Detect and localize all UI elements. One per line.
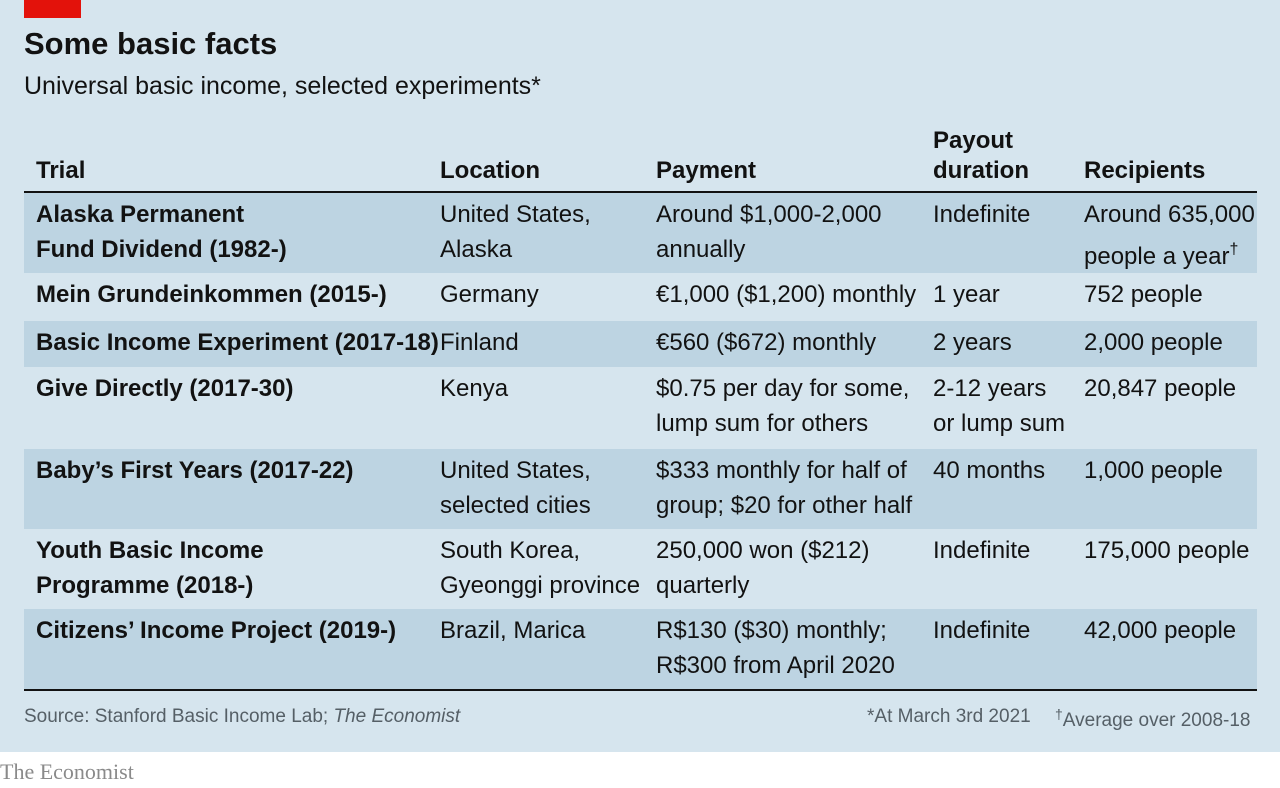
cell-recipients: 20,847 people — [1084, 371, 1236, 406]
table-row: Baby’s First Years (2017-22) United State… — [24, 449, 1257, 529]
dagger-mark: † — [1229, 241, 1239, 258]
chart-panel: Some basic facts Universal basic income,… — [0, 0, 1280, 752]
cell-location: United States, selected cities — [440, 453, 591, 523]
cell-recipients-text: 175,000 people — [1084, 537, 1250, 564]
cell-payment: 250,000 won ($212) quarterly — [656, 533, 870, 603]
cell-recipients-text: 1,000 people — [1084, 457, 1223, 484]
footnote-date: *At March 3rd 2021 — [867, 706, 1031, 727]
cell-payment-text: Around $1,000-2,000 annually — [656, 201, 882, 263]
column-header-payout-duration: Payout duration — [933, 127, 1029, 184]
cell-duration: Indefinite — [933, 533, 1030, 568]
cell-location-text: United States, Alaska — [440, 201, 591, 263]
cell-payment-text: €1,000 ($1,200) monthly — [656, 281, 917, 308]
cell-recipients-text: 42,000 people — [1084, 617, 1237, 644]
cell-duration-text: Indefinite — [933, 617, 1031, 644]
source-note: Source: Stanford Basic Income Lab; The E… — [24, 706, 460, 728]
source-text: Source: Stanford Basic Income Lab; — [24, 706, 334, 727]
cell-trial-text: Mein Grundeinkommen (2015-) — [36, 281, 387, 308]
cell-duration-text: Indefinite — [933, 537, 1031, 564]
economist-logo-text: The Economist — [0, 759, 134, 784]
cell-trial-text: Youth Basic Income Programme (2018-) — [36, 537, 264, 599]
cell-trial-text: Baby’s First Years (2017-22) — [36, 457, 354, 484]
cell-duration-text: 2-12 years or lump sum — [933, 375, 1066, 437]
cell-recipients: 1,000 people — [1084, 453, 1223, 488]
cell-location-text: Brazil, Marica — [440, 617, 586, 644]
cell-location: Kenya — [440, 371, 508, 406]
cell-payment: Around $1,000-2,000 annually — [656, 197, 882, 267]
cell-recipients-text: Around 635,000 people a year — [1084, 201, 1255, 270]
cell-location: Brazil, Marica — [440, 613, 585, 648]
cell-payment: €560 ($672) monthly — [656, 325, 876, 360]
cell-trial: Mein Grundeinkommen (2015-) — [36, 277, 387, 312]
column-header-trial: Trial — [36, 157, 86, 184]
cell-duration: 2 years — [933, 325, 1012, 360]
brand-red-tag — [24, 0, 81, 18]
cell-trial: Alaska Permanent Fund Dividend (1982-) — [36, 197, 287, 267]
cell-duration-text: 40 months — [933, 457, 1046, 484]
cell-location: South Korea, Gyeonggi province — [440, 533, 640, 603]
cell-recipients: 42,000 people — [1084, 613, 1236, 648]
cell-trial-text: Basic Income Experiment (2017-18) — [36, 329, 439, 356]
column-header-recipients: Recipients — [1084, 157, 1206, 184]
cell-trial: Give Directly (2017-30) — [36, 371, 293, 406]
cell-payment-text: $0.75 per day for some, lump sum for oth… — [656, 375, 910, 437]
cell-payment: €1,000 ($1,200) monthly — [656, 277, 916, 312]
cell-duration: Indefinite — [933, 197, 1030, 232]
cell-payment-text: €560 ($672) monthly — [656, 329, 877, 356]
footnote-dagger: † — [1055, 706, 1063, 722]
chart-title: Some basic facts — [24, 26, 278, 61]
table-row: Give Directly (2017-30) Kenya $0.75 per da… — [24, 367, 1257, 449]
cell-payment: $0.75 per day for some, lump sum for oth… — [656, 371, 909, 441]
cell-duration: 2-12 years or lump sum — [933, 371, 1065, 441]
cell-duration-text: 1 year — [933, 281, 1000, 308]
header-rule — [24, 191, 1257, 193]
cell-location-text: Germany — [440, 281, 539, 308]
cell-payment: $333 monthly for half of group; $20 for … — [656, 453, 912, 523]
table-row: Citizens’ Income Project (2019-) Brazil, … — [24, 609, 1257, 689]
cell-recipients-text: 752 people — [1084, 281, 1203, 308]
cell-duration-text: Indefinite — [933, 201, 1031, 228]
cell-recipients: Around 635,000 people a year† — [1084, 197, 1255, 274]
cell-payment-text: 250,000 won ($212) quarterly — [656, 537, 870, 599]
cell-recipients: 175,000 people — [1084, 533, 1250, 568]
source-publication: The Economist — [333, 706, 461, 727]
cell-duration: 1 year — [933, 277, 1000, 312]
cell-payment-text: $333 monthly for half of group; $20 for … — [656, 457, 913, 519]
cell-trial: Youth Basic Income Programme (2018-) — [36, 533, 264, 603]
table-row: Youth Basic Income Programme (2018-) Sout… — [24, 529, 1257, 609]
chart-subtitle: Universal basic income, selected experim… — [24, 72, 541, 100]
cell-location-text: South Korea, Gyeonggi province — [440, 537, 641, 599]
cell-trial: Baby’s First Years (2017-22) — [36, 453, 354, 488]
cell-location: Germany — [440, 277, 539, 312]
table-row: Mein Grundeinkommen (2015-) Germany €1,000… — [24, 273, 1257, 321]
cell-recipients-text: 2,000 people — [1084, 329, 1223, 356]
bottom-rule — [24, 689, 1257, 691]
cell-location-text: Kenya — [440, 375, 509, 402]
footnote-average: †Average over 2008-18 — [1055, 706, 1250, 732]
cell-payment-text: R$130 ($30) monthly; R$300 from April 20… — [656, 617, 895, 679]
cell-trial-text: Give Directly (2017-30) — [36, 375, 294, 402]
cell-duration: 40 months — [933, 453, 1045, 488]
cell-payment: R$130 ($30) monthly; R$300 from April 20… — [656, 613, 895, 683]
cell-location: United States, Alaska — [440, 197, 591, 267]
footnote-average-text: Average over 2008-18 — [1062, 710, 1251, 731]
column-header-payment: Payment — [656, 157, 757, 184]
table-row: Basic Income Experiment (2017-18) Finland… — [24, 321, 1257, 367]
cell-location: Finland — [440, 325, 519, 360]
cell-duration: Indefinite — [933, 613, 1030, 648]
cell-trial-text: Alaska Permanent Fund Dividend (1982-) — [36, 201, 287, 263]
cell-location-text: Finland — [440, 329, 519, 356]
cell-trial-text: Citizens’ Income Project (2019-) — [36, 617, 397, 644]
cell-duration-text: 2 years — [933, 329, 1012, 356]
cell-recipients: 752 people — [1084, 277, 1203, 312]
cell-location-text: United States, selected cities — [440, 457, 591, 519]
table-row: Alaska Permanent Fund Dividend (1982-) Un… — [24, 193, 1257, 273]
column-header-location: Location — [440, 157, 540, 184]
cell-recipients-text: 20,847 people — [1084, 375, 1237, 402]
cell-trial: Citizens’ Income Project (2019-) — [36, 613, 396, 648]
cell-recipients: 2,000 people — [1084, 325, 1223, 360]
cell-trial: Basic Income Experiment (2017-18) — [36, 325, 439, 360]
